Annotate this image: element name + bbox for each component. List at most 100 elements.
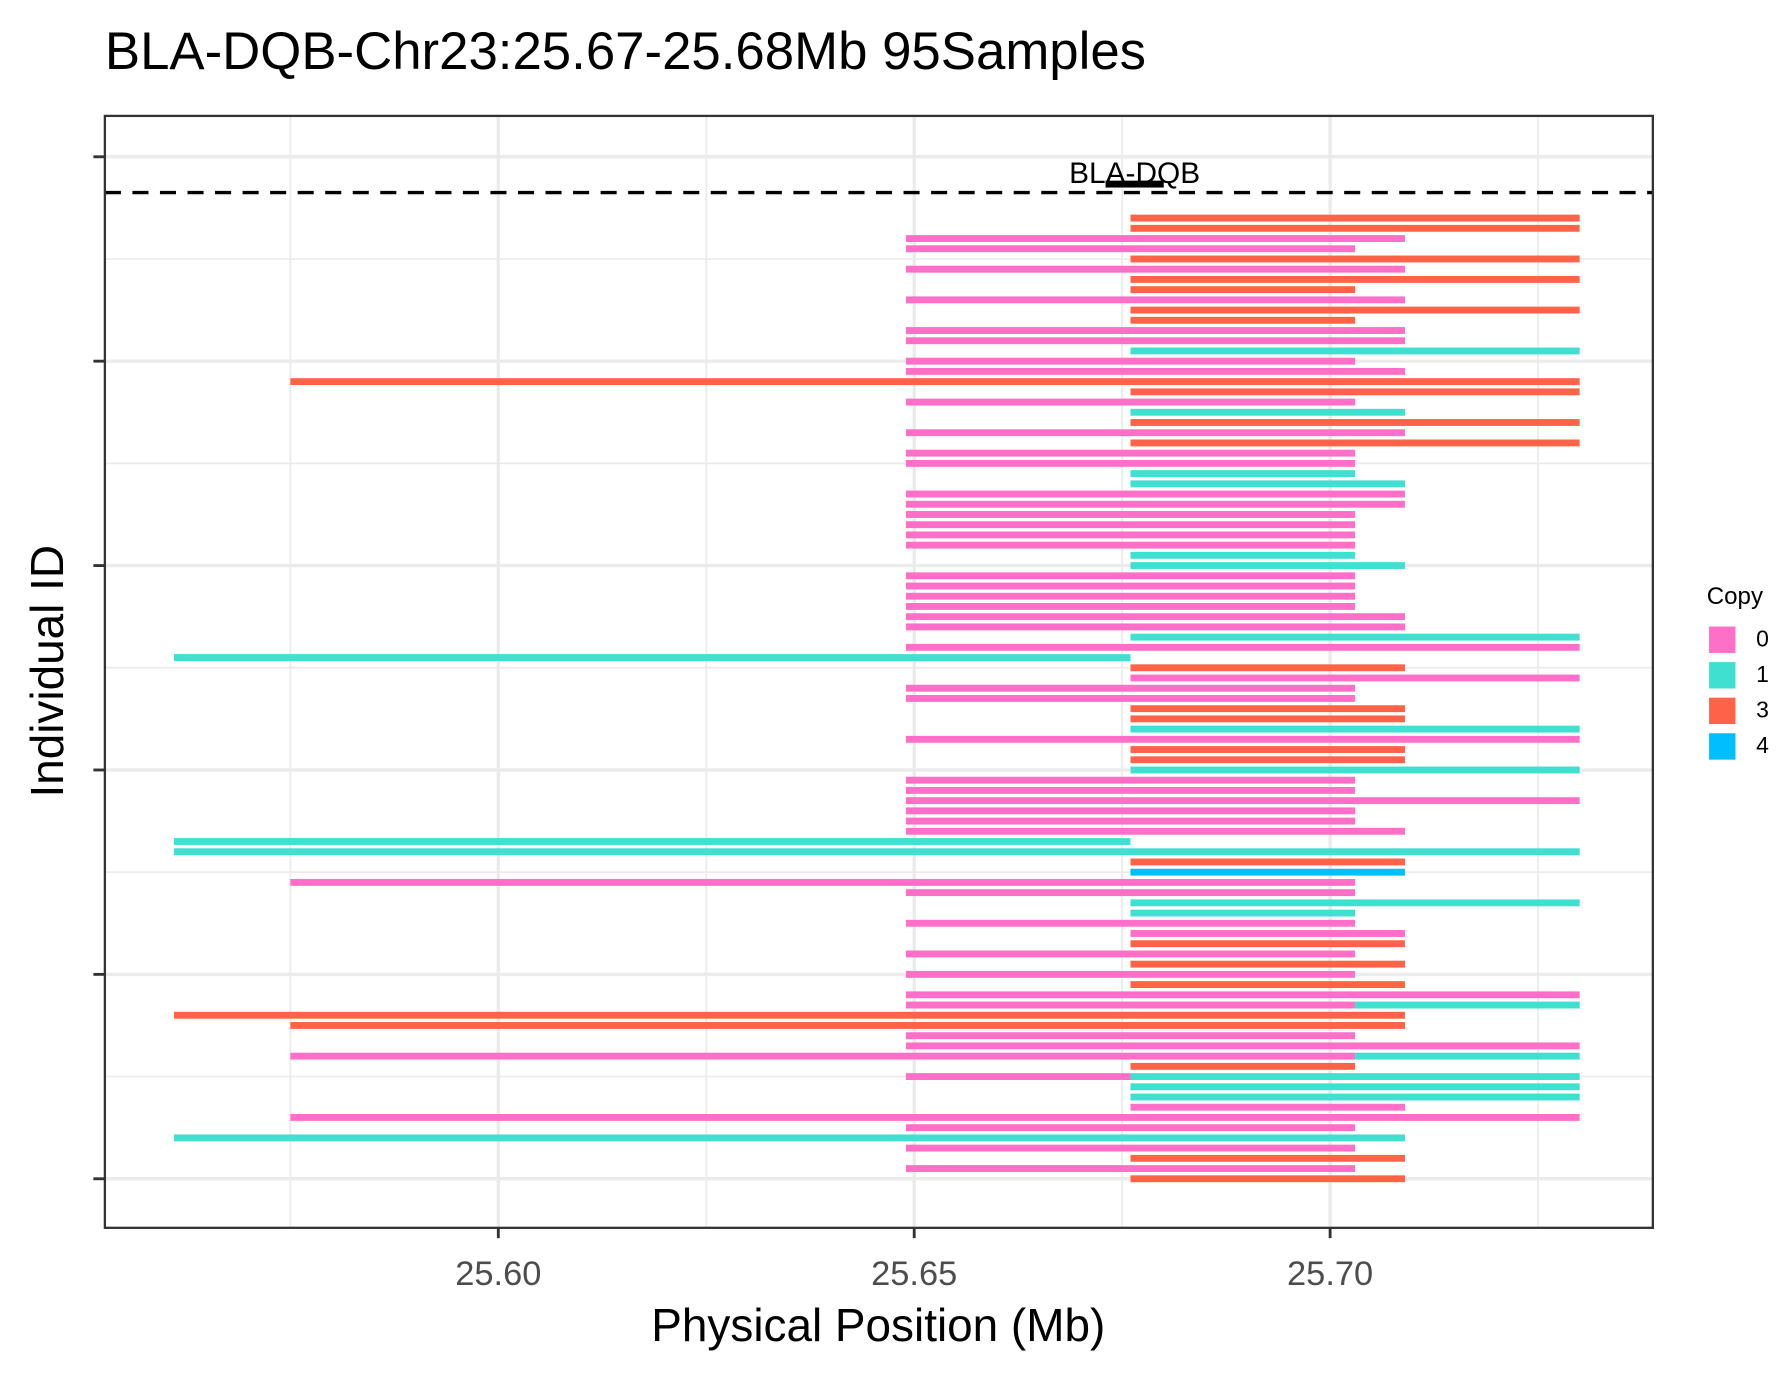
legend-label: 1	[1756, 661, 1769, 687]
legend-label: 4	[1756, 732, 1769, 758]
segment	[905, 429, 1405, 437]
segment	[905, 511, 1356, 518]
segment	[905, 327, 1405, 334]
segment	[1130, 940, 1405, 948]
segment	[905, 603, 1356, 610]
segment	[173, 838, 1131, 845]
segment	[1130, 766, 1580, 774]
segment	[173, 654, 1131, 661]
segment	[1130, 255, 1580, 263]
segment	[905, 797, 1580, 805]
segment	[1130, 347, 1580, 355]
segment	[1130, 480, 1405, 488]
segment	[1130, 562, 1405, 570]
segment	[290, 878, 1356, 886]
segment	[905, 449, 1356, 457]
segment	[905, 950, 1356, 958]
segment	[905, 694, 1356, 702]
segment	[905, 735, 1580, 743]
x-tick-label: 25.65	[871, 1255, 957, 1293]
segment	[905, 684, 1356, 692]
plot-border	[103, 114, 1654, 1229]
segment	[905, 919, 1356, 927]
segment	[1130, 1093, 1580, 1101]
segment	[905, 541, 1356, 549]
segment	[1130, 306, 1580, 314]
gene-bar	[1105, 180, 1164, 188]
segment	[1130, 275, 1580, 283]
segment	[905, 827, 1405, 835]
segment	[1130, 224, 1580, 232]
segment	[1130, 1062, 1356, 1070]
segment	[905, 1144, 1356, 1152]
segment	[173, 1134, 1405, 1142]
chart-title: BLA-DQB-Chr23:25.67-25.68Mb 95Samples	[105, 22, 1146, 81]
segment	[1130, 981, 1405, 989]
segment	[905, 337, 1405, 345]
plot-area: 25.60 25.65 25.70 BLA-DQB	[93, 114, 1654, 1293]
segment	[1130, 633, 1580, 641]
legend-key	[1709, 697, 1736, 725]
segment	[1130, 1154, 1405, 1162]
segment	[290, 1022, 1405, 1029]
segment	[905, 592, 1356, 600]
segment	[1130, 1103, 1405, 1111]
segment	[905, 1042, 1580, 1050]
segment	[290, 1052, 1356, 1060]
segment	[1130, 899, 1580, 907]
segment	[905, 623, 1405, 631]
segment	[905, 490, 1405, 498]
segment	[905, 1165, 1356, 1172]
segment	[1130, 746, 1405, 753]
legend-key	[1709, 662, 1736, 689]
segment	[1130, 725, 1580, 733]
segment	[1130, 674, 1580, 682]
segment	[905, 367, 1405, 375]
segment	[1130, 286, 1356, 294]
legend-title: Copy	[1707, 583, 1763, 610]
segment	[905, 296, 1405, 304]
segment	[173, 1011, 1405, 1019]
segment	[905, 572, 1356, 580]
segment	[905, 398, 1356, 406]
segment	[905, 265, 1405, 273]
segment	[905, 1032, 1356, 1040]
segment	[905, 643, 1580, 651]
segment	[1130, 960, 1405, 968]
segment	[1130, 470, 1356, 478]
segment	[1130, 1083, 1580, 1091]
segment	[1130, 316, 1356, 324]
y-axis-title: Individual ID	[21, 545, 73, 798]
segment	[1130, 858, 1405, 866]
segment	[1130, 388, 1580, 396]
segment	[1130, 909, 1356, 917]
segment	[905, 1073, 1131, 1081]
segment	[905, 1124, 1356, 1132]
segment	[1130, 664, 1405, 672]
segment	[1355, 1001, 1580, 1009]
segment	[905, 357, 1356, 365]
segment	[1130, 705, 1405, 713]
legend-key	[1709, 626, 1736, 653]
segment	[290, 1114, 1580, 1121]
legend-key	[1709, 733, 1736, 760]
segment	[905, 776, 1356, 784]
segment	[905, 459, 1356, 467]
legend-label: 0	[1756, 625, 1769, 651]
segment	[1130, 930, 1405, 937]
gene-label: BLA-DQB	[1069, 157, 1200, 190]
segment	[905, 235, 1405, 242]
segment	[905, 889, 1356, 897]
segment	[905, 531, 1356, 539]
segment	[905, 786, 1356, 794]
segment	[1130, 1073, 1580, 1081]
segment	[1130, 756, 1405, 764]
segment	[1130, 214, 1580, 222]
segment	[1130, 419, 1580, 426]
segment	[1130, 408, 1405, 416]
segment	[905, 817, 1356, 825]
x-axis-title: Physical Position (Mb)	[651, 1299, 1105, 1351]
segment	[905, 245, 1356, 253]
